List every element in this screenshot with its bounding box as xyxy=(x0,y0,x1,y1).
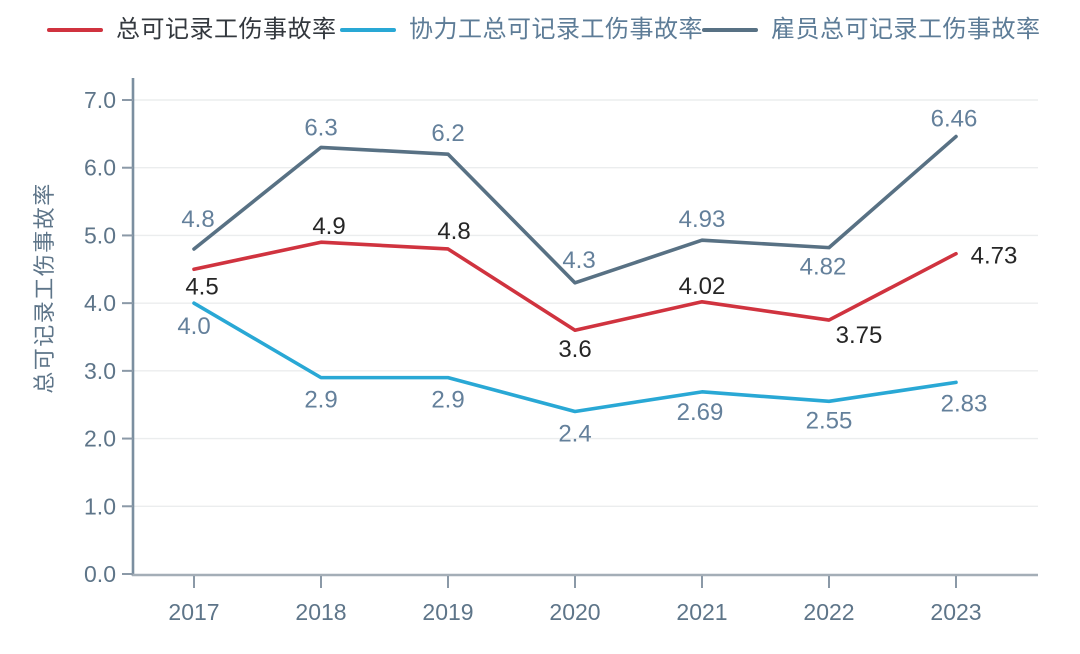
legend-line-swatch-red xyxy=(47,28,103,32)
data-label-series1-2021: 2.69 xyxy=(677,399,724,426)
y-tick-label: 3.0 xyxy=(84,358,116,384)
x-tick-label: 2020 xyxy=(549,599,600,625)
data-label-series0-2017: 4.5 xyxy=(185,273,218,300)
series-line-1 xyxy=(192,301,958,414)
data-label-series2-2018: 6.3 xyxy=(304,114,337,141)
x-tick-label: 2021 xyxy=(676,599,727,625)
data-label-series1-2020: 2.4 xyxy=(558,420,591,447)
y-tick-label: 6.0 xyxy=(84,155,116,181)
y-tick-label: 1.0 xyxy=(84,493,116,519)
series-line-2 xyxy=(192,134,958,285)
y-tick-label: 2.0 xyxy=(84,426,116,452)
y-tick-label: 4.0 xyxy=(84,290,116,316)
data-label-series1-2018: 2.9 xyxy=(304,387,337,414)
data-label-series2-2022: 4.82 xyxy=(800,254,847,281)
data-label-series2-2017: 4.8 xyxy=(181,206,214,233)
data-label-series1-2017: 4.0 xyxy=(177,313,210,340)
data-label-series2-2020: 4.3 xyxy=(562,247,595,274)
legend-line-swatch-blue xyxy=(340,28,396,32)
y-axis-title-text: 总可记录工伤事故率 xyxy=(32,182,57,394)
x-tick-labels: 2017 2018 2019 2020 2021 2022 2023 xyxy=(168,599,981,625)
data-label-series2-2023: 6.46 xyxy=(931,106,978,133)
legend-item-contractor-recordable: 协力工总可记录工伤事故率 xyxy=(340,16,703,44)
data-label-series2-2021: 4.93 xyxy=(679,206,726,233)
legend-label-total: 总可记录工伤事故率 xyxy=(116,16,337,43)
data-label-series0-2019: 4.8 xyxy=(437,218,470,245)
y-tick-label: 0.0 xyxy=(84,561,116,587)
axes xyxy=(131,78,1038,577)
data-label-series1-2019: 2.9 xyxy=(431,387,464,414)
grid-lines xyxy=(134,99,1038,507)
series-line-0 xyxy=(192,240,958,333)
data-label-series1-2022: 2.55 xyxy=(806,407,853,434)
data-label-series2-2019: 6.2 xyxy=(431,120,464,147)
data-labels: 4.5 4.9 4.8 3.6 4.02 3.75 4.73 4.0 2.9 2.9 2.4 2.69… xyxy=(177,106,1017,448)
x-tick-label: 2019 xyxy=(422,599,473,625)
x-tick-label: 2017 xyxy=(168,599,219,625)
data-label-series1-2023: 2.83 xyxy=(941,390,988,417)
data-label-series0-2023: 4.73 xyxy=(971,243,1018,270)
legend-item-total-recordable: 总可记录工伤事故率 xyxy=(47,16,337,44)
y-tick-label: 7.0 xyxy=(84,87,116,113)
series-lines xyxy=(192,134,958,414)
data-label-series0-2021: 4.02 xyxy=(679,273,726,300)
data-label-series0-2022: 3.75 xyxy=(836,322,883,349)
legend-label-employee: 雇员总可记录工伤事故率 xyxy=(771,16,1041,43)
x-tick-label: 2018 xyxy=(295,599,346,625)
legend-line-swatch-slate xyxy=(702,28,758,32)
axis-ticks xyxy=(122,99,957,588)
data-label-series0-2018: 4.9 xyxy=(312,213,345,240)
y-tick-label: 5.0 xyxy=(84,222,116,248)
legend-item-employee-recordable: 雇员总可记录工伤事故率 xyxy=(702,16,1041,44)
x-tick-label: 2023 xyxy=(930,599,981,625)
x-tick-label: 2022 xyxy=(803,599,854,625)
y-tick-labels: 0.0 1.0 2.0 3.0 4.0 5.0 6.0 7.0 xyxy=(84,87,116,587)
data-label-series0-2020: 3.6 xyxy=(558,336,591,363)
y-axis-title: 总可记录工伤事故率 xyxy=(32,182,57,394)
legend-label-contractor: 协力工总可记录工伤事故率 xyxy=(409,16,703,43)
